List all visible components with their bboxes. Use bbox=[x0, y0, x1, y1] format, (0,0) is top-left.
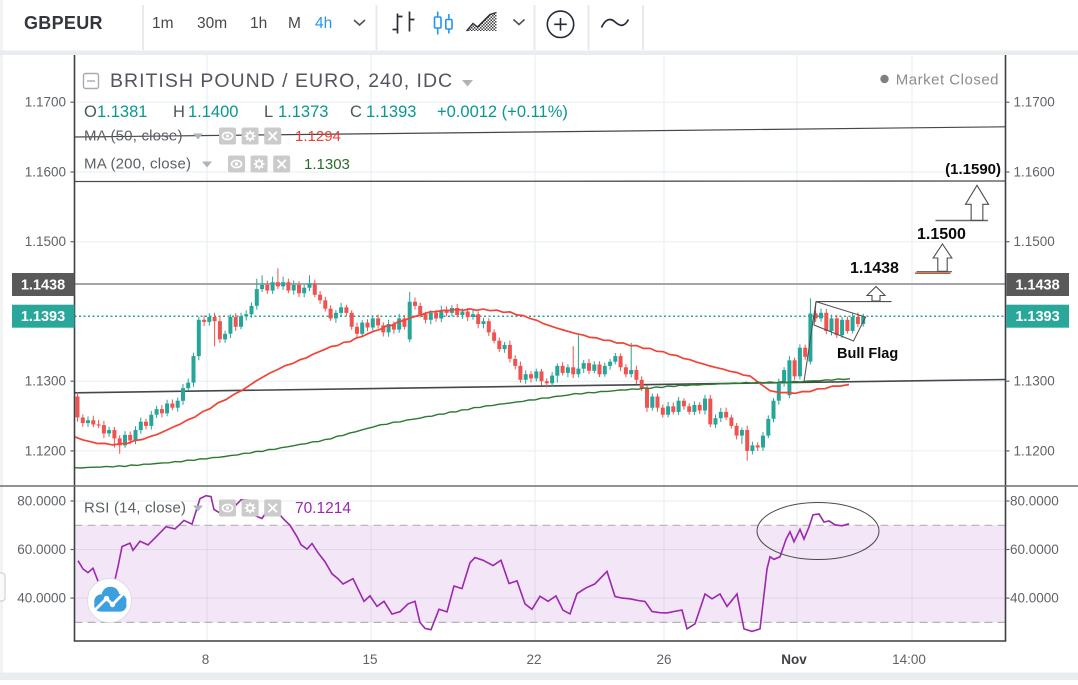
svg-text:1.1400: 1.1400 bbox=[188, 103, 238, 121]
svg-text:1.1500: 1.1500 bbox=[25, 234, 66, 249]
svg-text:15: 15 bbox=[362, 652, 377, 667]
svg-text:1.1700: 1.1700 bbox=[1014, 95, 1055, 110]
svg-text:1m: 1m bbox=[152, 15, 174, 32]
svg-text:O: O bbox=[84, 103, 97, 121]
svg-text:1.1438: 1.1438 bbox=[21, 278, 65, 294]
svg-text:1.1381: 1.1381 bbox=[97, 103, 147, 121]
svg-text:Bull Flag: Bull Flag bbox=[837, 346, 898, 362]
svg-text:1.1373: 1.1373 bbox=[278, 103, 328, 121]
svg-text:80.0000: 80.0000 bbox=[1010, 494, 1059, 509]
svg-text:1.1700: 1.1700 bbox=[25, 95, 66, 110]
svg-text:H: H bbox=[173, 103, 185, 121]
svg-text:1.1294: 1.1294 bbox=[295, 128, 341, 145]
svg-text:14:00: 14:00 bbox=[892, 652, 926, 667]
svg-text:L: L bbox=[264, 103, 273, 121]
svg-text:Nov: Nov bbox=[781, 652, 807, 667]
svg-text:1.1393: 1.1393 bbox=[366, 103, 416, 121]
svg-text:C: C bbox=[350, 103, 362, 121]
svg-text:GBPEUR: GBPEUR bbox=[24, 13, 103, 33]
svg-text:1h: 1h bbox=[250, 15, 267, 32]
svg-text:80.0000: 80.0000 bbox=[17, 494, 66, 509]
svg-text:Market Closed: Market Closed bbox=[896, 72, 999, 89]
svg-text:1.1303: 1.1303 bbox=[304, 156, 350, 173]
svg-text:BRITISH POUND / EURO, 240, IDC: BRITISH POUND / EURO, 240, IDC bbox=[110, 70, 453, 92]
svg-text:1.1200: 1.1200 bbox=[1014, 443, 1055, 458]
svg-text:1.1300: 1.1300 bbox=[1014, 374, 1055, 389]
svg-text:MA (50, close): MA (50, close) bbox=[84, 128, 183, 145]
svg-text:22: 22 bbox=[526, 652, 541, 667]
svg-text:40.0000: 40.0000 bbox=[17, 591, 66, 606]
svg-text:26: 26 bbox=[656, 652, 671, 667]
svg-text:60.0000: 60.0000 bbox=[17, 542, 66, 557]
svg-text:70.1214: 70.1214 bbox=[295, 500, 351, 517]
svg-text:1.1438: 1.1438 bbox=[850, 260, 899, 277]
svg-text:1.1600: 1.1600 bbox=[25, 165, 66, 180]
svg-text:+0.0012 (+0.11%): +0.0012 (+0.11%) bbox=[437, 103, 568, 121]
svg-text:1.1500: 1.1500 bbox=[917, 226, 966, 243]
svg-text:4h: 4h bbox=[315, 15, 332, 32]
svg-text:MA (200, close): MA (200, close) bbox=[84, 156, 191, 173]
svg-text:1.1200: 1.1200 bbox=[25, 443, 66, 458]
svg-text:M: M bbox=[288, 15, 301, 32]
svg-text:8: 8 bbox=[202, 652, 210, 667]
svg-text:1.1393: 1.1393 bbox=[1015, 309, 1059, 325]
svg-text:30m: 30m bbox=[197, 15, 227, 32]
svg-text:1.1393: 1.1393 bbox=[21, 309, 65, 325]
svg-text:1.1300: 1.1300 bbox=[25, 374, 66, 389]
svg-text:40.0000: 40.0000 bbox=[1010, 591, 1059, 606]
svg-text:(1.1590): (1.1590) bbox=[945, 161, 1001, 178]
svg-text:60.0000: 60.0000 bbox=[1010, 542, 1059, 557]
svg-text:1.1600: 1.1600 bbox=[1014, 165, 1055, 180]
svg-text:RSI (14, close): RSI (14, close) bbox=[84, 500, 186, 517]
svg-text:1.1500: 1.1500 bbox=[1014, 234, 1055, 249]
svg-text:1.1438: 1.1438 bbox=[1015, 278, 1059, 294]
